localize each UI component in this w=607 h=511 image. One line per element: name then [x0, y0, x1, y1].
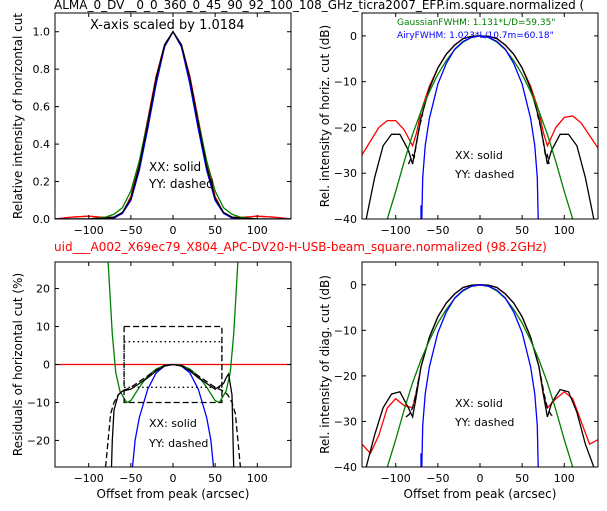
plots-layer: −100 −50 0 50 1000.00.20.40.60.81.0Relative …	[11, 12, 599, 501]
series-line-green-1	[107, 262, 239, 404]
y-tick-label: −30	[334, 167, 357, 180]
y-tick-label: −40	[334, 461, 357, 474]
x-tick-label: 100	[554, 224, 575, 237]
y-axis-label: Rel. intensity of diag. cut (dB)	[318, 275, 332, 454]
y-tick-label: 1.0	[33, 26, 51, 39]
plot-frame	[361, 261, 599, 468]
annotation: XX: solid	[149, 417, 197, 430]
y-tick-label: −20	[334, 121, 357, 134]
x-tick-label: −100	[74, 472, 104, 485]
x-tick-label: −100	[381, 224, 411, 237]
annotation: YY: dashed	[454, 168, 514, 181]
series-line-blue-5	[421, 284, 539, 467]
panel-p1: −100 −50 0 50 100 0.0 0.2 0.4 0.6 0.8 1.0 Relative …	[11, 12, 292, 237]
x-axis-label: Offset from peak (arcsec)	[97, 487, 250, 501]
series-line-black-5	[123, 325, 223, 404]
y-tick-label: 0	[350, 279, 357, 292]
x-tick-label: 100	[554, 472, 575, 485]
x-tick-label: −50	[119, 472, 142, 485]
series-line-black-1	[365, 284, 595, 467]
series-line-red-0	[362, 35, 598, 156]
series-line-blue-5	[421, 35, 539, 219]
series-group	[362, 284, 598, 467]
series-line-black-2	[405, 375, 420, 418]
series-line-black-3	[536, 113, 550, 165]
series-group	[55, 30, 291, 219]
x-tick-label: 0	[477, 472, 484, 485]
series-line-black-3	[110, 363, 235, 467]
y-tick-label: 0	[350, 30, 357, 43]
x-tick-label: −50	[119, 224, 142, 237]
y-tick-label: 0.2	[33, 176, 51, 189]
y-axis-label: Residuals of horizontal cut (%)	[11, 273, 25, 456]
y-tick-label: 10	[36, 321, 50, 334]
y-tick-label: −40	[334, 213, 357, 226]
plot-frame	[361, 12, 599, 220]
y-tick-label: 0.8	[33, 63, 51, 76]
y-axis-label: Relative intensity of horizontal cut	[11, 13, 25, 219]
annotation: YY: dashed	[148, 177, 214, 191]
y-tick-label: 0.4	[33, 138, 51, 151]
series-line-black-4	[104, 363, 242, 467]
y-axis-label: Rel. intensity of horiz. cut (dB)	[318, 25, 332, 207]
y-tick-label: −10	[334, 324, 357, 337]
y-tick-label: −30	[334, 415, 357, 428]
y-tick-label: −10	[334, 76, 357, 89]
series-line-black-3	[540, 375, 555, 418]
y-tick-label: 0.0	[33, 213, 51, 226]
x-tick-label: −100	[381, 472, 411, 485]
x-tick-label: 50	[208, 224, 222, 237]
annotation: YY: dashed	[454, 416, 514, 429]
x-tick-label: 0	[477, 224, 484, 237]
x-tick-label: 50	[515, 472, 529, 485]
annotation: XX: solid	[455, 149, 503, 162]
annotation: XX: solid	[149, 160, 201, 174]
x-tick-label: 50	[515, 224, 529, 237]
y-tick-label: 0	[43, 359, 50, 372]
x-axis-label: Offset from peak (arcsec)	[404, 487, 557, 501]
y-tick-label: 0.6	[33, 101, 51, 114]
series-group	[362, 35, 598, 219]
y-tick-label: 20	[36, 283, 50, 296]
annotation: XX: solid	[455, 397, 503, 410]
annotation: X-axis scaled by 1.0184	[90, 18, 245, 33]
y-tick-label: −20	[27, 434, 50, 447]
x-tick-label: −50	[426, 472, 449, 485]
series-line-black-4	[55, 30, 291, 219]
x-tick-label: −100	[74, 224, 104, 237]
y-tick-label: −20	[334, 370, 357, 383]
x-tick-label: −50	[426, 224, 449, 237]
annotation: AiryFWHM: 1.023*L/10.7m=60.18"	[397, 31, 554, 41]
series-line-green-4	[386, 284, 574, 467]
x-tick-label: 100	[247, 472, 268, 485]
annotation: YY: dashed	[148, 437, 208, 450]
annotation: GaussianFWHM: 1.131*L/D=59.35"	[397, 18, 555, 28]
series-group	[55, 262, 291, 467]
x-tick-label: 100	[247, 224, 268, 237]
top-title: ALMA_0_DV__0_0_360_0_45_90_92_100_108_GH…	[54, 0, 584, 12]
series-line-green-4	[386, 35, 574, 219]
series-line-black-2	[407, 113, 424, 165]
x-tick-label: 0	[170, 224, 177, 237]
y-tick-label: −10	[27, 396, 50, 409]
middle-title: uid___A002_X69ec79_X804_APC-DV20-H-USB-b…	[54, 240, 547, 254]
x-tick-label: 0	[170, 472, 177, 485]
series-line-black-1	[365, 35, 595, 219]
x-tick-label: 50	[208, 472, 222, 485]
